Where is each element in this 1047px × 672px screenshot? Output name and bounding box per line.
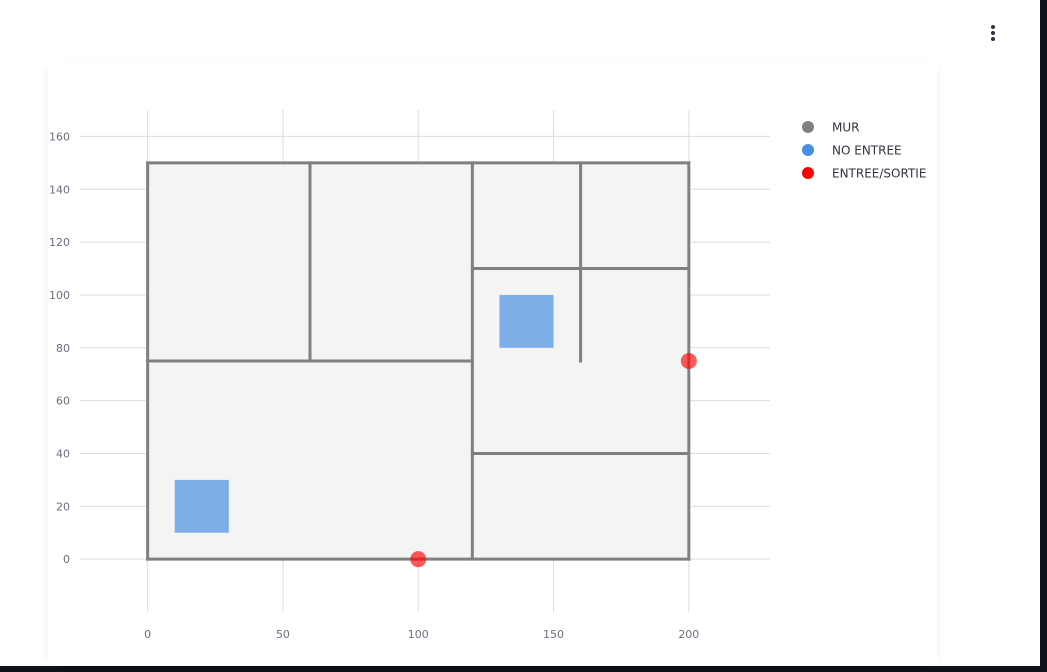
- y-tick-label: 160: [49, 130, 70, 143]
- legend-marker: [802, 144, 814, 156]
- legend-label: ENTREE/SORTIE: [832, 167, 926, 181]
- more-options-icon-dot: [991, 31, 995, 35]
- y-tick-label: 100: [49, 289, 70, 302]
- no-entree-zone: [174, 479, 229, 533]
- legend-label: NO ENTREE: [832, 144, 902, 158]
- window-edge-bottom: [0, 666, 1047, 672]
- no-entree-zone: [499, 294, 554, 348]
- entree-sortie-point: [410, 551, 427, 568]
- legend[interactable]: MUR NO ENTREE ENTREE/SORTIE: [802, 121, 926, 181]
- y-tick-label: 0: [63, 553, 70, 566]
- more-options-icon: [991, 25, 995, 29]
- y-tick-label: 120: [49, 236, 70, 249]
- more-options-icon-dot: [991, 37, 995, 41]
- y-tick-label: 40: [56, 447, 70, 460]
- y-tick-label: 60: [56, 395, 70, 408]
- legend-marker: [802, 121, 814, 133]
- y-tick-label: 20: [56, 500, 70, 513]
- x-tick-label: 100: [408, 628, 429, 641]
- y-tick-label: 140: [49, 183, 70, 196]
- y-tick-label: 80: [56, 342, 70, 355]
- x-tick-label: 150: [543, 628, 564, 641]
- y-axis-ticks: 0 20 40 60 80 100 120 140 160: [49, 130, 70, 566]
- no-entree-zones: [174, 294, 554, 533]
- x-tick-label: 200: [678, 628, 699, 641]
- entree-sortie-points: [410, 353, 697, 568]
- window-edge-right: [1040, 0, 1047, 672]
- x-tick-label: 0: [144, 628, 151, 641]
- x-tick-label: 50: [276, 628, 290, 641]
- more-options-button[interactable]: [982, 22, 1004, 44]
- legend-marker: [802, 167, 814, 179]
- legend-label: MUR: [832, 121, 859, 135]
- x-axis-ticks: 0 50 100 150 200: [144, 628, 699, 641]
- entree-sortie-point: [680, 353, 697, 369]
